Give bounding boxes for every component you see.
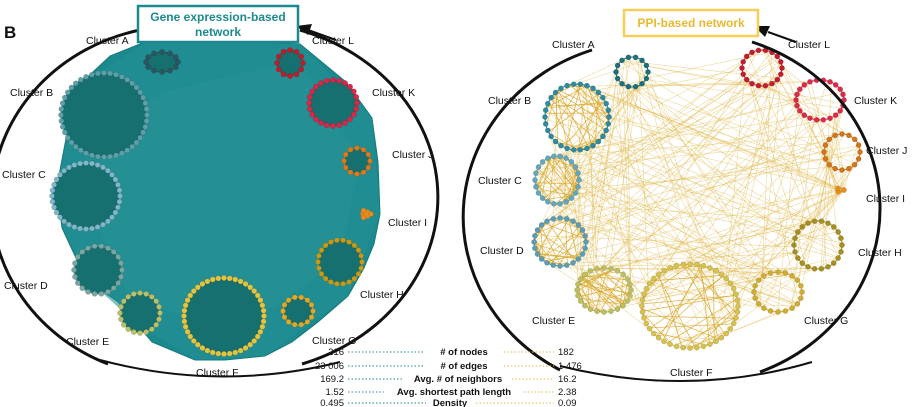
ppi-cluster-label-d: Cluster D: [480, 245, 524, 257]
panel-label: B: [4, 23, 16, 42]
ppi-network-outer-arc-right: [751, 40, 882, 374]
stat-left-value: 0.495: [320, 398, 344, 407]
gene-network-title-box: [136, 4, 300, 44]
stat-left-value: 23 006: [315, 361, 344, 372]
gene-cluster-label-b: Cluster B: [10, 87, 53, 99]
gene-cluster-label-l: Cluster L: [312, 35, 354, 47]
stats-row: 169.2 Avg. # of neighbors 16.2: [320, 374, 576, 385]
stats-row: 23 006 # of edges 1 476: [315, 361, 582, 372]
ppi-cluster-d: [531, 215, 589, 269]
direction-arrow-icon: [296, 24, 312, 35]
stat-label: # of edges: [441, 361, 488, 372]
gene-cluster-e: [117, 290, 163, 336]
ppi-network-title: PPI-based network: [637, 16, 745, 30]
ppi-cluster-g: [751, 269, 805, 315]
stats-row: 216 # of nodes 182: [328, 347, 574, 358]
gene-network-outer-arc-right: [299, 28, 440, 366]
gene-cluster-label-g: Cluster G: [312, 335, 356, 347]
gene-cluster-label-i: Cluster I: [388, 217, 427, 229]
gene-cluster-j: [341, 145, 373, 177]
ppi-cluster-i: [835, 185, 847, 195]
stat-right-value: 1 476: [558, 361, 582, 372]
gene-cluster-label-e: Cluster E: [66, 336, 109, 348]
stats-row: 0.495 Density 0.09: [320, 398, 576, 407]
stat-label: Avg. # of neighbors: [414, 374, 502, 385]
gene-cluster-g: [280, 294, 316, 328]
ppi-cluster-label-c: Cluster C: [478, 175, 522, 187]
ppi-cluster-label-g: Cluster G: [804, 315, 848, 327]
stat-right-value: 182: [558, 347, 574, 358]
gene-network-outer-arc-left: [0, 28, 141, 366]
stat-left-value: 1.52: [326, 387, 345, 398]
gene-network-bottom-arc: [99, 359, 341, 378]
ppi-network-edges: [533, 49, 860, 349]
ppi-cluster-label-b: Cluster B: [488, 95, 531, 107]
gene-cluster-label-d: Cluster D: [4, 280, 48, 292]
gene-cluster-l: [274, 47, 306, 79]
ppi-network-bottom-arc: [559, 361, 813, 383]
ppi-cluster-a: [613, 54, 651, 90]
ppi-cluster-label-j: Cluster J: [866, 145, 907, 157]
gene-cluster-a: [143, 49, 181, 75]
gene-network-title-line1: Gene expression-based: [150, 10, 285, 24]
ppi-cluster-label-l: Cluster L: [788, 39, 830, 51]
ppi-cluster-e: [574, 265, 634, 315]
network-stats-table: 216 # of nodes 182 23 006 # of edges 1 4…: [315, 347, 582, 407]
gene-cluster-c: [49, 160, 123, 232]
ppi-network-title-box: [622, 8, 760, 38]
stat-label: Avg. shortest path length: [397, 387, 511, 398]
stats-row: 1.52 Avg. shortest path length 2.38: [326, 387, 577, 398]
gene-cluster-h: [315, 237, 365, 287]
stat-right-value: 2.38: [558, 387, 577, 398]
ppi-cluster-h: [791, 218, 845, 272]
gene-network-title-line2: network: [195, 25, 241, 39]
gene-cluster-label-c: Cluster C: [2, 169, 46, 181]
gene-cluster-d: [71, 243, 125, 297]
stat-label: Density: [433, 398, 468, 407]
stat-label: # of nodes: [440, 347, 488, 358]
ppi-cluster-c: [532, 153, 582, 207]
ppi-cluster-label-f: Cluster F: [670, 367, 713, 379]
gene-cluster-label-k: Cluster K: [372, 87, 415, 99]
ppi-cluster-j: [821, 131, 863, 173]
ppi-cluster-label-i: Cluster I: [866, 193, 905, 205]
stat-left-value: 216: [328, 347, 344, 358]
gene-expression-network: Gene expression-based network Cluster A …: [0, 4, 440, 379]
gene-cluster-f: [181, 275, 267, 357]
ppi-network: PPI-based network Cluster A Cluster B Cl…: [461, 8, 907, 383]
gene-cluster-label-f: Cluster F: [196, 367, 239, 379]
gene-cluster-label-a: Cluster A: [86, 35, 129, 47]
gene-cluster-k: [306, 77, 360, 129]
stat-right-value: 16.2: [558, 374, 577, 385]
stat-left-value: 169.2: [320, 374, 344, 385]
gene-cluster-b: [58, 70, 150, 160]
ppi-network-outer-arc-left: [461, 48, 593, 372]
ppi-cluster-b: [542, 81, 612, 153]
ppi-cluster-label-a: Cluster A: [552, 39, 595, 51]
ppi-cluster-label-h: Cluster H: [858, 247, 902, 259]
ppi-cluster-label-k: Cluster K: [854, 95, 897, 107]
ppi-cluster-l: [739, 47, 785, 89]
gene-cluster-label-j: Cluster J: [392, 149, 433, 161]
gene-cluster-label-h: Cluster H: [360, 289, 404, 301]
stat-right-value: 0.09: [558, 398, 577, 407]
ppi-cluster-label-e: Cluster E: [532, 315, 575, 327]
gene-cluster-i: [360, 207, 374, 221]
ppi-cluster-f: [639, 261, 741, 351]
